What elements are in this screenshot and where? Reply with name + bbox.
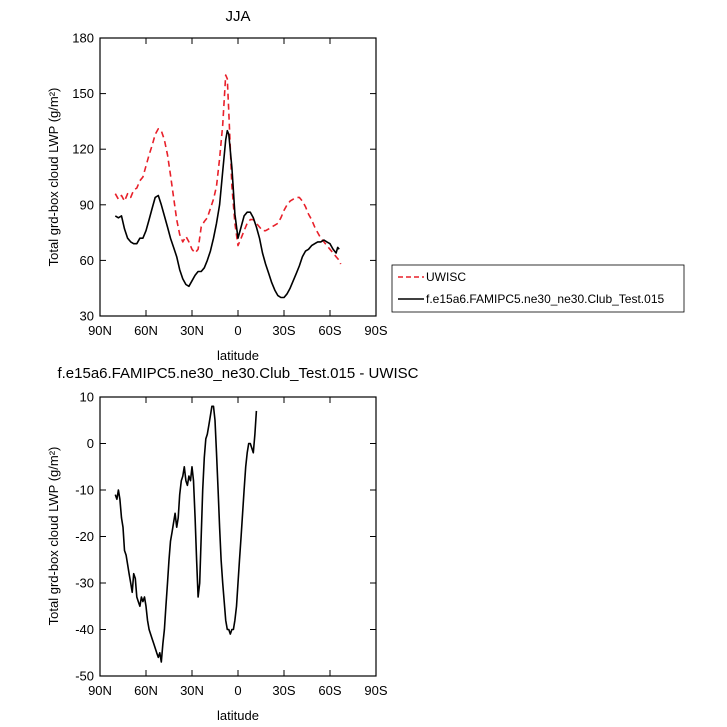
y-tick-label: 150: [72, 86, 94, 101]
x-tick-label: 90N: [88, 323, 112, 338]
bottom-chart-title: f.e15a6.FAMIPC5.ne30_ne30.Club_Test.015 …: [57, 365, 418, 382]
y-tick-label: 60: [80, 253, 94, 268]
y-tick-label: -40: [75, 622, 94, 637]
x-tick-label: 90S: [364, 323, 387, 338]
top-plot-frame: [99, 37, 377, 317]
y-tick-label: 180: [72, 31, 94, 46]
legend-label-model: f.e15a6.FAMIPC5.ne30_ne30.Club_Test.015: [426, 292, 664, 306]
legend-box: [391, 264, 685, 313]
y-tick-label: -10: [75, 483, 94, 498]
y-tick-label: 30: [80, 309, 94, 324]
legend: UWISC f.e15a6.FAMIPC5.ne30_ne30.Club_Tes…: [391, 264, 685, 313]
y-tick-label: -30: [75, 576, 94, 591]
x-tick-label: 30S: [272, 683, 295, 698]
bottom-panel: f.e15a6.FAMIPC5.ne30_ne30.Club_Test.015 …: [46, 365, 419, 723]
series-line-difference: [114, 405, 258, 663]
x-tick-label: 30N: [180, 683, 204, 698]
x-tick-label: 30N: [180, 323, 204, 338]
legend-label-uwisc: UWISC: [426, 270, 466, 284]
bottom-plot-frame: [99, 396, 377, 677]
bottom-y-axis-title: Total grd-box cloud LWP (g/m²): [46, 447, 61, 626]
top-chart-title: JJA: [225, 8, 250, 25]
x-tick-label: 90N: [88, 683, 112, 698]
y-tick-label: -50: [75, 669, 94, 684]
series-line-uwisc: [114, 74, 342, 265]
x-tick-label: 60N: [134, 323, 158, 338]
y-tick-label: 120: [72, 142, 94, 157]
bottom-x-axis-title: latitude: [217, 708, 259, 723]
x-tick-label: 30S: [272, 323, 295, 338]
series-line-f-e15a6-famipc5-ne30-ne30-club-test-015: [114, 129, 340, 299]
x-tick-label: 60N: [134, 683, 158, 698]
y-tick-label: -20: [75, 529, 94, 544]
x-tick-label: 60S: [318, 323, 341, 338]
y-tick-label: 10: [80, 390, 94, 405]
x-tick-label: 60S: [318, 683, 341, 698]
y-tick-label: 0: [87, 436, 94, 451]
top-y-axis-title: Total grd-box cloud LWP (g/m²): [46, 88, 61, 267]
top-x-axis-title: latitude: [217, 348, 259, 363]
x-tick-label: 90S: [364, 683, 387, 698]
x-tick-label: 0: [234, 683, 241, 698]
y-tick-label: 90: [80, 197, 94, 212]
x-tick-label: 0: [234, 323, 241, 338]
